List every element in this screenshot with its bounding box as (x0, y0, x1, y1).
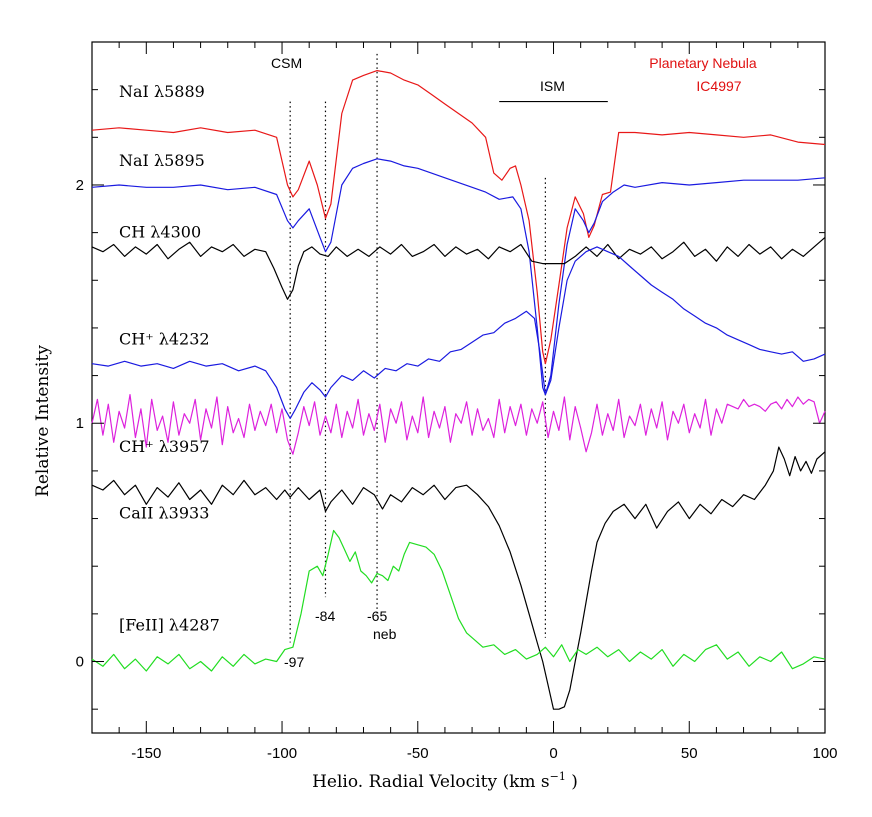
spectra-series (91, 70, 826, 710)
x-tick-label: -100 (267, 745, 297, 762)
velocity-marker-lines (289, 53, 608, 643)
y-tick-label: 2 (76, 177, 84, 194)
series-line-1 (91, 158, 826, 396)
x-tick-label: 100 (812, 745, 837, 762)
series-line-5 (91, 446, 826, 710)
csm-label: CSM (271, 55, 302, 71)
x-axis-title: Helio. Radial Velocity (km s−1 ) (312, 770, 578, 792)
velocity-label-97: -97 (284, 654, 304, 670)
velocity-label-65: -65 (367, 608, 387, 624)
y-tick-label: 0 (76, 654, 84, 671)
series-label-5: CaII λ3933 (119, 504, 209, 523)
x-tick-label: -50 (407, 745, 429, 762)
x-axis-title-superscript: −1 (550, 770, 566, 783)
series-line-6 (91, 529, 826, 672)
x-tick-label: -150 (131, 745, 161, 762)
series-label-2: CH λ4300 (119, 222, 201, 241)
title-line-1: Planetary Nebula (649, 55, 757, 71)
x-tick-label: 50 (681, 745, 698, 762)
spectrum-labels: NaI λ5889 NaI λ5895 CH λ4300 CH⁺ λ4232 CH⁺ λ… (119, 82, 220, 635)
x-tick-label: 0 (549, 745, 557, 762)
y-tick-label: 1 (76, 415, 84, 432)
series-line-0 (91, 70, 826, 365)
series-label-0: NaI λ5889 (119, 82, 205, 101)
series-line-2 (91, 236, 826, 300)
plot-frame (91, 41, 826, 734)
annotations: CSM ISM Planetary Nebula IC4997 -97 -84 … (271, 55, 757, 670)
ism-label: ISM (540, 78, 565, 94)
series-label-1: NaI λ5895 (119, 151, 205, 170)
velocity-label-84: -84 (315, 608, 335, 624)
axis-ticks: -150 -100 -50 0 50 100 0 1 2 (76, 41, 838, 762)
title-line-2: IC4997 (696, 78, 741, 94)
y-axis-title: Relative Intensity (33, 345, 53, 497)
series-label-6: [FeII] λ4287 (119, 616, 220, 635)
series-label-3: CH⁺ λ4232 (119, 330, 210, 349)
series-line-3 (91, 246, 826, 420)
plot-border (91, 41, 826, 734)
neb-label: neb (373, 626, 397, 642)
series-label-4: CH⁺ λ3957 (119, 437, 210, 456)
series-line-4 (91, 394, 826, 455)
x-axis-title-end: ) (566, 772, 578, 792)
